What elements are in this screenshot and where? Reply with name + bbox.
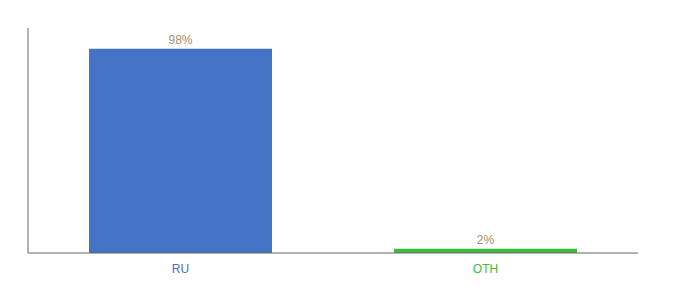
svg-text:2%: 2% [477, 233, 495, 247]
svg-text:OTH: OTH [473, 262, 498, 276]
svg-text:98%: 98% [168, 33, 192, 47]
svg-text:RU: RU [172, 262, 189, 276]
